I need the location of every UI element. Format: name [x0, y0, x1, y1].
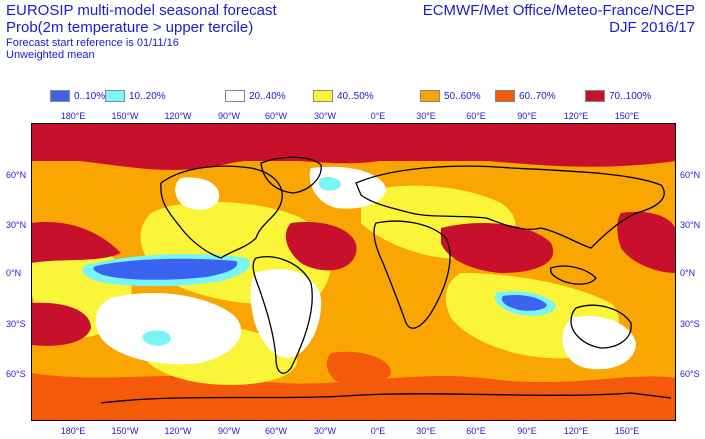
field-cyan-south-pacific — [142, 330, 171, 346]
lon-label-top: 60°E — [466, 111, 486, 121]
legend-item: 10..20% — [105, 88, 166, 104]
legend-label: 0..10% — [74, 90, 106, 102]
legend-swatch — [585, 90, 605, 102]
title-block: EUROSIP multi-model seasonal forecast Pr… — [6, 3, 277, 62]
lat-label-left: 30°S — [6, 319, 26, 329]
legend-item: 40..50% — [313, 88, 374, 104]
lon-label-top: 150°E — [614, 111, 640, 121]
season-label: DJF 2016/17 — [609, 18, 695, 36]
coast-maritime-continent — [549, 265, 597, 285]
lat-label-right: 30°N — [680, 220, 701, 230]
legend-label: 70..100% — [609, 90, 652, 102]
map-frame — [31, 123, 676, 421]
coast-eurasia — [355, 165, 665, 249]
lon-label-bottom: 180°E — [60, 426, 86, 436]
lon-label-top: 150°W — [111, 111, 139, 121]
lon-label-top: 180°E — [60, 111, 86, 121]
centres-block: ECMWF/Met Office/Meteo-France/NCEP DJF 2… — [422, 2, 695, 36]
field-south-orange — [31, 373, 676, 421]
legend-label: 20..40% — [249, 90, 286, 102]
lon-label-top: 30°W — [313, 111, 337, 121]
lon-label-top: 0°E — [370, 111, 386, 121]
lon-label-bottom: 60°E — [466, 426, 486, 436]
lon-label-bottom: 90°E — [517, 426, 537, 436]
lon-label-top: 120°E — [563, 111, 589, 121]
lon-label-bottom: 30°W — [313, 426, 337, 436]
lon-label-bottom: 30°E — [416, 426, 436, 436]
field-red-pacific-sw — [31, 302, 91, 346]
field-orange-south-atlantic — [326, 351, 391, 385]
legend-label: 60..70% — [519, 90, 556, 102]
legend-label: 10..20% — [129, 90, 166, 102]
lat-label-right: 30°S — [680, 319, 700, 329]
field-cyan-greenland — [318, 176, 341, 191]
field-white-south-pacific — [95, 293, 241, 365]
lat-label-right: 0°N — [680, 268, 696, 278]
coastlines — [100, 156, 672, 404]
field-blue-indian — [501, 295, 547, 311]
legend-swatch — [225, 90, 245, 102]
lon-label-bottom: 150°W — [111, 426, 139, 436]
coast-south-america — [252, 256, 313, 374]
lon-label-bottom: 120°W — [164, 426, 192, 436]
legend-label: 40..50% — [337, 90, 374, 102]
field-white-canada — [175, 177, 220, 210]
field-red-caribbean — [285, 222, 357, 271]
map-title: EUROSIP multi-model seasonal forecast — [6, 2, 277, 19]
field-white-south-america — [250, 269, 322, 358]
lat-label-right: 60°S — [680, 369, 700, 379]
coast-north-america — [160, 165, 283, 259]
legend-swatch — [420, 90, 440, 102]
lat-label-right: 60°N — [680, 170, 701, 180]
legend-swatch — [313, 90, 333, 102]
coast-australia — [570, 304, 632, 349]
lat-label-left: 0°N — [6, 268, 22, 278]
legend-item: 20..40% — [225, 88, 286, 104]
coast-africa — [373, 220, 451, 329]
centres-label: ECMWF/Met Office/Meteo-France/NCEP — [422, 2, 695, 19]
legend: 0..10% 10..20% 20..40% 40..50% 50..60% 60..70… — [50, 88, 690, 104]
lon-label-top: 60°W — [264, 111, 288, 121]
lon-label-bottom: 60°W — [264, 426, 288, 436]
field-red-mideast — [441, 223, 554, 273]
lat-label-left: 60°N — [6, 170, 27, 180]
map-svg — [31, 123, 676, 421]
legend-label: 50..60% — [444, 90, 481, 102]
lon-label-top: 120°W — [164, 111, 192, 121]
forecast-reference: Forecast start reference is 01/11/16 — [6, 36, 179, 49]
legend-swatch — [495, 90, 515, 102]
legend-item: 50..60% — [420, 88, 481, 104]
lon-label-bottom: 150°E — [614, 426, 640, 436]
field-arctic-edge — [31, 123, 676, 171]
lon-label-bottom: 0°E — [370, 426, 386, 436]
coast-greenland — [260, 156, 322, 194]
field-red-west-pacific — [617, 211, 676, 273]
field-red-pacific-nw — [31, 222, 121, 263]
legend-item: 60..70% — [495, 88, 556, 104]
mean-type: Unweighted mean — [6, 49, 95, 62]
legend-item: 70..100% — [585, 88, 651, 104]
lat-label-left: 60°S — [6, 369, 26, 379]
lon-label-bottom: 90°W — [217, 426, 241, 436]
lon-label-top: 90°E — [517, 111, 537, 121]
legend-swatch — [105, 90, 125, 102]
coast-antarctica — [100, 392, 672, 404]
lat-label-left: 30°N — [6, 220, 27, 230]
lon-label-top: 30°E — [416, 111, 436, 121]
field-blue-enso — [93, 258, 238, 280]
legend-swatch — [50, 90, 70, 102]
lon-label-top: 90°W — [217, 111, 241, 121]
map-variable: Prob(2m temperature > upper tercile) — [6, 18, 254, 36]
lon-label-bottom: 120°E — [563, 426, 589, 436]
legend-item: 0..10% — [50, 88, 105, 104]
probability-map — [31, 123, 676, 421]
field-white-australia — [562, 315, 636, 370]
